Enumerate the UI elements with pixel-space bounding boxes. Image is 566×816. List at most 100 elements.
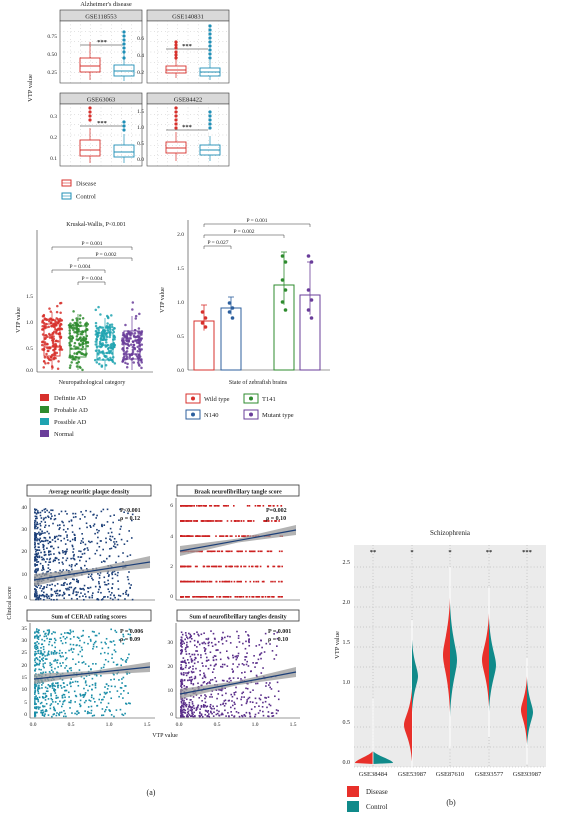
data-point	[51, 715, 53, 718]
data-point	[81, 661, 84, 664]
data-point	[41, 652, 43, 655]
data-point	[53, 713, 55, 715]
data-point	[136, 345, 139, 349]
data-point	[201, 715, 204, 718]
data-point	[43, 598, 45, 601]
data-point	[248, 711, 251, 714]
data-point	[246, 535, 249, 537]
data-point	[122, 690, 125, 692]
y-tick-label: 1.5	[137, 109, 144, 115]
data-point	[180, 636, 183, 639]
data-point	[180, 644, 182, 646]
data-point	[34, 527, 36, 530]
data-point	[69, 701, 72, 704]
data-point	[42, 705, 45, 708]
data-point	[270, 688, 273, 690]
data-point	[204, 713, 207, 716]
data-point	[94, 684, 97, 687]
data-point	[185, 644, 188, 646]
data-point	[81, 330, 85, 333]
panel-title-box	[26, 609, 152, 622]
data-point	[62, 662, 64, 664]
data-point	[248, 641, 250, 644]
data-point	[58, 528, 60, 531]
violin-half-disease	[355, 751, 373, 764]
data-point	[110, 628, 112, 631]
data-point	[82, 339, 86, 342]
data-point	[224, 699, 227, 702]
data-point	[53, 653, 55, 655]
data-point	[255, 674, 258, 677]
data-point	[34, 515, 37, 518]
data-point	[35, 628, 38, 630]
data-point	[180, 712, 183, 715]
data-point	[257, 580, 259, 583]
data-point	[207, 638, 209, 641]
data-point	[188, 632, 190, 635]
data-point	[47, 633, 50, 636]
y-tick-label: 0.25	[47, 70, 57, 76]
data-point	[42, 646, 45, 648]
data-point	[47, 567, 50, 569]
data-point	[36, 561, 38, 563]
data-point	[235, 646, 238, 648]
data-point	[54, 689, 57, 691]
data-point	[140, 366, 143, 370]
data-point	[120, 664, 123, 667]
data-point	[110, 539, 112, 542]
violin-half-disease	[521, 676, 527, 744]
data-point	[216, 596, 218, 598]
data-point	[229, 535, 232, 537]
data-point	[216, 712, 219, 715]
panel-title: Average neuritic plaque density	[48, 490, 129, 496]
data-point	[66, 548, 68, 551]
data-point	[98, 698, 101, 701]
data-point	[71, 524, 74, 527]
data-point	[184, 638, 186, 641]
data-point	[271, 715, 274, 717]
data-point	[245, 687, 247, 690]
data-point	[225, 580, 227, 583]
data-point	[223, 505, 226, 507]
data-point	[112, 640, 115, 642]
data-point	[83, 552, 86, 555]
data-point	[83, 588, 85, 591]
data-point	[41, 509, 44, 512]
data-point	[180, 652, 183, 654]
data-point	[181, 699, 184, 702]
data-point	[105, 637, 108, 640]
y-tick-label: 10	[168, 688, 174, 694]
data-point	[43, 635, 46, 638]
data-point	[36, 549, 39, 552]
data-point	[35, 664, 38, 666]
data-point	[245, 711, 248, 714]
data-point	[34, 712, 37, 715]
data-point	[250, 565, 253, 568]
data-point	[208, 580, 211, 583]
fit-line	[179, 525, 297, 556]
data-point	[125, 703, 128, 705]
data-point	[183, 715, 185, 718]
rho-value: ρ = 0.10	[266, 516, 286, 522]
data-point	[220, 713, 223, 716]
data-point	[72, 357, 75, 361]
data-point	[220, 520, 223, 522]
data-point	[113, 649, 116, 651]
data-point	[235, 655, 238, 657]
data-point	[220, 638, 223, 641]
data-point	[83, 584, 86, 587]
data-point	[110, 531, 113, 534]
data-point	[66, 684, 69, 686]
data-point	[69, 632, 71, 635]
data-point	[222, 580, 224, 583]
data-point	[250, 520, 253, 522]
data-point	[261, 705, 264, 708]
data-point	[225, 550, 228, 553]
data-point	[91, 594, 94, 597]
data-point	[207, 637, 210, 640]
pval-label: P = 0.002	[233, 229, 254, 235]
data-point	[36, 526, 39, 529]
data-point	[230, 679, 232, 682]
data-point	[49, 356, 53, 359]
outlier-point	[174, 56, 178, 60]
